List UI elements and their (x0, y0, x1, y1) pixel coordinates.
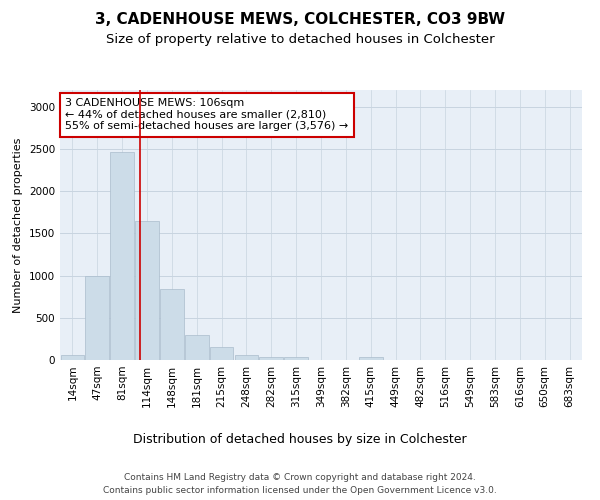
Bar (284, 358, 308, 360)
Y-axis label: Number of detached properties: Number of detached properties (13, 138, 23, 312)
Bar (85, 276, 109, 360)
Bar (259, 356, 283, 360)
Text: 3, CADENHOUSE MEWS, COLCHESTER, CO3 9BW: 3, CADENHOUSE MEWS, COLCHESTER, CO3 9BW (95, 12, 505, 28)
Bar (235, 356, 258, 360)
Bar (210, 348, 233, 360)
Text: Size of property relative to detached houses in Colchester: Size of property relative to detached ho… (106, 32, 494, 46)
Bar (135, 221, 159, 360)
Bar (110, 152, 134, 360)
Bar (359, 358, 383, 360)
Bar (185, 334, 209, 360)
Text: Contains public sector information licensed under the Open Government Licence v3: Contains public sector information licen… (103, 486, 497, 495)
Text: Contains HM Land Registry data © Crown copyright and database right 2024.: Contains HM Land Registry data © Crown c… (124, 472, 476, 482)
Bar (160, 289, 184, 360)
Bar (61, 356, 84, 360)
Text: Distribution of detached houses by size in Colchester: Distribution of detached houses by size … (133, 432, 467, 446)
Text: 3 CADENHOUSE MEWS: 106sqm
← 44% of detached houses are smaller (2,810)
55% of se: 3 CADENHOUSE MEWS: 106sqm ← 44% of detac… (65, 98, 349, 132)
